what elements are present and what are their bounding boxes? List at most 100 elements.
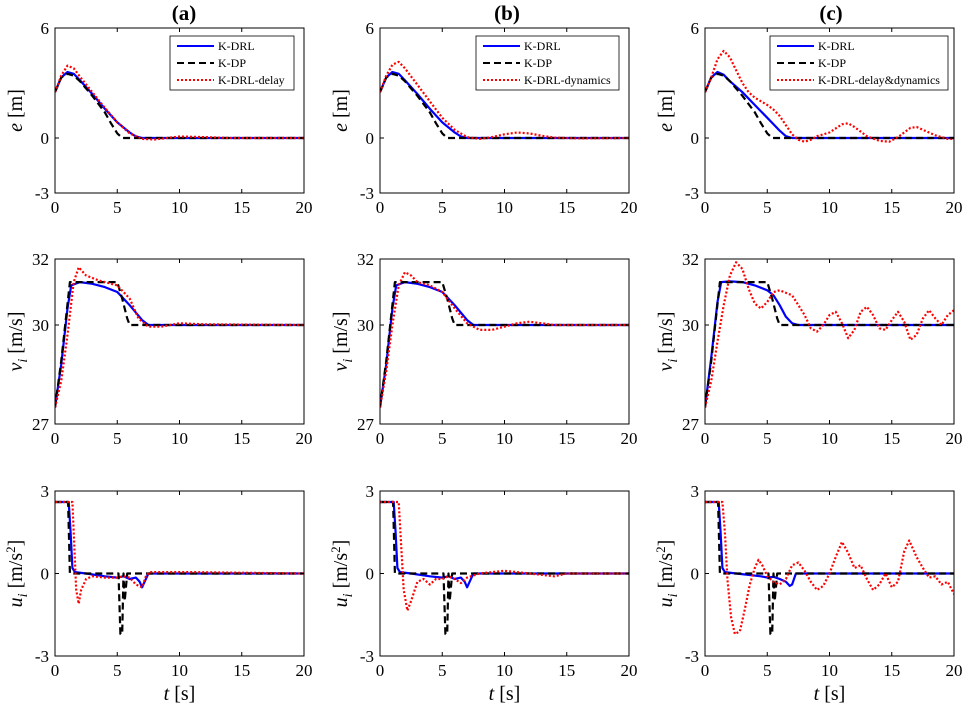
legend-label-kdp: K-DP [524, 56, 552, 70]
x-tick-label: 10 [171, 198, 188, 217]
y-tick-label: -3 [360, 184, 374, 203]
y-axis-label: ui [m/s2] [3, 540, 31, 608]
x-tick-label: 15 [558, 661, 575, 680]
series-line-k-dp [55, 500, 304, 636]
legend-label-variant: K-DRL-dynamics [524, 73, 611, 87]
y-tick-label: -3 [685, 647, 699, 666]
y-axis-label: e [m] [5, 89, 27, 132]
y-tick-label: -3 [360, 647, 374, 666]
x-tick-label: 5 [113, 198, 122, 217]
x-tick-label: 10 [171, 429, 188, 448]
y-axis-label: vi [m/s] [655, 312, 681, 372]
x-tick-label: 20 [296, 661, 313, 680]
series-line-k-dp [380, 281, 629, 408]
series-group [705, 49, 954, 143]
y-tick-label: 32 [682, 250, 699, 269]
y-tick-label: 32 [32, 250, 49, 269]
x-tick-label: 20 [946, 429, 963, 448]
series-line-k-dp [380, 500, 629, 636]
legend-label-kdrl: K-DRL [524, 39, 561, 53]
y-tick-label: -3 [685, 184, 699, 203]
x-tick-label: 5 [763, 661, 772, 680]
series-line-k-drl [380, 281, 629, 408]
legend-label-variant: K-DRL-delay [218, 73, 285, 87]
panel-c-v: 0 5 10 15 20 32 30 27 vi [m/s] [655, 250, 963, 448]
x-tick-label: 5 [438, 198, 447, 217]
x-tick-label: 20 [621, 198, 638, 217]
x-tick-label: 5 [763, 429, 772, 448]
series-group [55, 266, 304, 408]
legend-label-variant: K-DRL-delay&dynamics [818, 73, 940, 87]
column-title-b: (b) [494, 1, 520, 25]
series-line-k-dp [55, 72, 304, 140]
x-tick-label: 15 [558, 198, 575, 217]
x-axis-label: t [s] [489, 683, 521, 705]
x-tick-label: 0 [376, 429, 385, 448]
x-tick-label: 10 [171, 661, 188, 680]
x-tick-label: 0 [701, 661, 710, 680]
y-tick-label: 30 [357, 316, 374, 335]
y-tick-label: 6 [691, 19, 700, 38]
y-axis-label: ui [m/s2] [653, 540, 681, 608]
y-tick-label: 3 [366, 482, 375, 501]
x-tick-label: 5 [438, 661, 447, 680]
legend-c: K-DRL K-DP K-DRL-delay&dynamics [769, 35, 949, 91]
x-axis-label: t [s] [814, 683, 846, 705]
series-line-k-drl-delay-dynamics [705, 49, 954, 143]
x-tick-label: 0 [376, 198, 385, 217]
y-axis-label: e [m] [655, 89, 677, 132]
series-line-k-drl-delay [55, 64, 304, 141]
series-group [705, 500, 954, 636]
x-tick-label: 20 [946, 198, 963, 217]
y-tick-label: 0 [366, 565, 375, 584]
x-tick-label: 10 [496, 198, 513, 217]
x-tick-label: 20 [621, 429, 638, 448]
series-line-k-dp [705, 500, 954, 636]
y-axis-label: e [m] [330, 89, 352, 132]
series-group [380, 271, 629, 408]
y-tick-label: 30 [682, 316, 699, 335]
x-tick-label: 20 [621, 661, 638, 680]
x-tick-label: 5 [113, 661, 122, 680]
y-axis-label: vi [m/s] [330, 312, 356, 372]
x-tick-label: 0 [701, 198, 710, 217]
y-tick-label: 3 [41, 482, 50, 501]
x-tick-label: 15 [233, 429, 250, 448]
series-line-k-dp [705, 281, 954, 408]
series-group [55, 64, 304, 141]
x-tick-label: 15 [233, 198, 250, 217]
column-title-c: (c) [819, 1, 842, 25]
y-tick-label: 0 [41, 129, 50, 148]
axes-frame [704, 258, 955, 425]
series-line-k-drl [705, 500, 954, 587]
x-tick-label: 0 [701, 429, 710, 448]
x-tick-label: 10 [496, 661, 513, 680]
series-line-k-drl-dynamics [380, 500, 629, 612]
y-tick-label: 6 [366, 19, 375, 38]
panel-b-v: 0 5 10 15 20 32 30 27 vi [m/s] [330, 250, 638, 448]
legend-label-kdp: K-DP [218, 56, 246, 70]
series-line-k-drl-dynamics [380, 60, 629, 140]
legend-label-kdrl: K-DRL [218, 39, 255, 53]
y-tick-label: 3 [691, 482, 700, 501]
y-tick-label: 0 [691, 129, 700, 148]
series-group [380, 500, 629, 636]
y-tick-label: -3 [35, 647, 49, 666]
series-group [705, 261, 954, 408]
y-tick-label: 27 [32, 415, 50, 434]
panel-a-v: 0 5 10 15 20 32 30 27 vi [m/s] [5, 250, 313, 448]
x-tick-label: 0 [51, 198, 60, 217]
series-line-k-drl [380, 70, 629, 140]
y-axis-label: vi [m/s] [5, 312, 31, 372]
y-tick-label: 6 [41, 19, 50, 38]
x-tick-label: 5 [113, 429, 122, 448]
x-tick-label: 0 [51, 661, 60, 680]
column-title-a: (a) [172, 1, 197, 25]
x-tick-label: 15 [883, 429, 900, 448]
